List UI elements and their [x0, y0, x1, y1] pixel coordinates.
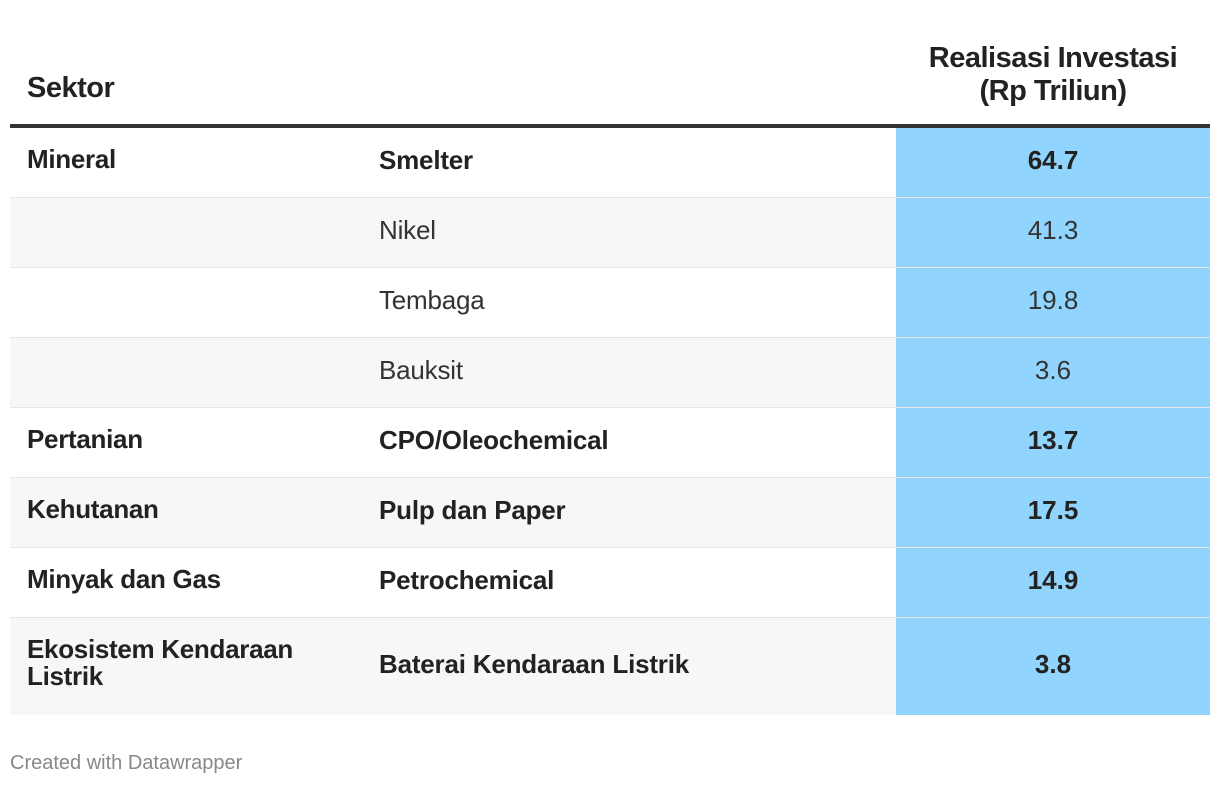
- subsektor-cell: Pulp dan Paper: [379, 495, 566, 525]
- sektor-cell: Ekosistem Kendaraan Listrik: [27, 634, 293, 691]
- header-value-line1: Realisasi Investasi: [928, 42, 1178, 74]
- value-cell: 14.9: [896, 548, 1210, 617]
- subsektor-cell: Nikel: [379, 215, 436, 245]
- sektor-cell: [10, 198, 362, 267]
- value-cell: 41.3: [896, 198, 1210, 267]
- sektor-cell: Pertanian: [27, 424, 143, 454]
- table-row: Ekosistem Kendaraan Listrik Baterai Kend…: [10, 618, 1210, 715]
- datawrapper-credit: Created with Datawrapper: [10, 752, 243, 774]
- subsektor-cell: Bauksit: [379, 355, 463, 385]
- value-cell: 17.5: [896, 478, 1210, 547]
- subsektor-cell: Smelter: [379, 145, 473, 175]
- table-row: Nikel 41.3: [10, 198, 1210, 268]
- sektor-cell: Kehutanan: [27, 494, 159, 524]
- value-cell: 3.8: [896, 618, 1210, 715]
- sektor-cell: Minyak dan Gas: [27, 564, 221, 594]
- table-header: Sektor Realisasi Investasi (Rp Triliun): [10, 0, 1210, 128]
- value-cell: 19.8: [896, 268, 1210, 337]
- subsektor-cell: CPO/Oleochemical: [379, 425, 609, 455]
- data-table: Sektor Realisasi Investasi (Rp Triliun) …: [10, 0, 1210, 715]
- header-realisasi-investasi: Realisasi Investasi (Rp Triliun): [918, 42, 1188, 108]
- table-row: Bauksit 3.6: [10, 338, 1210, 408]
- subsektor-cell: Baterai Kendaraan Listrik: [379, 649, 690, 679]
- header-sektor: Sektor: [27, 72, 115, 104]
- value-cell: 64.7: [896, 128, 1210, 197]
- sektor-cell: [10, 338, 362, 407]
- table-row: Mineral Smelter 64.7: [10, 128, 1210, 198]
- sektor-cell: Mineral: [27, 144, 116, 174]
- value-cell: 3.6: [896, 338, 1210, 407]
- table-row: Minyak dan Gas Petrochemical 14.9: [10, 548, 1210, 618]
- value-cell: 13.7: [896, 408, 1210, 477]
- subsektor-cell: Petrochemical: [379, 565, 555, 595]
- table-row: Kehutanan Pulp dan Paper 17.5: [10, 478, 1210, 548]
- subsektor-cell: Tembaga: [379, 285, 485, 315]
- table-row: Tembaga 19.8: [10, 268, 1210, 338]
- table-body: Mineral Smelter 64.7 Nikel 41.3 Tembaga …: [10, 128, 1210, 715]
- header-value-line2: (Rp Triliun): [979, 75, 1127, 107]
- table-row: Pertanian CPO/Oleochemical 13.7: [10, 408, 1210, 478]
- sektor-cell: [10, 268, 362, 337]
